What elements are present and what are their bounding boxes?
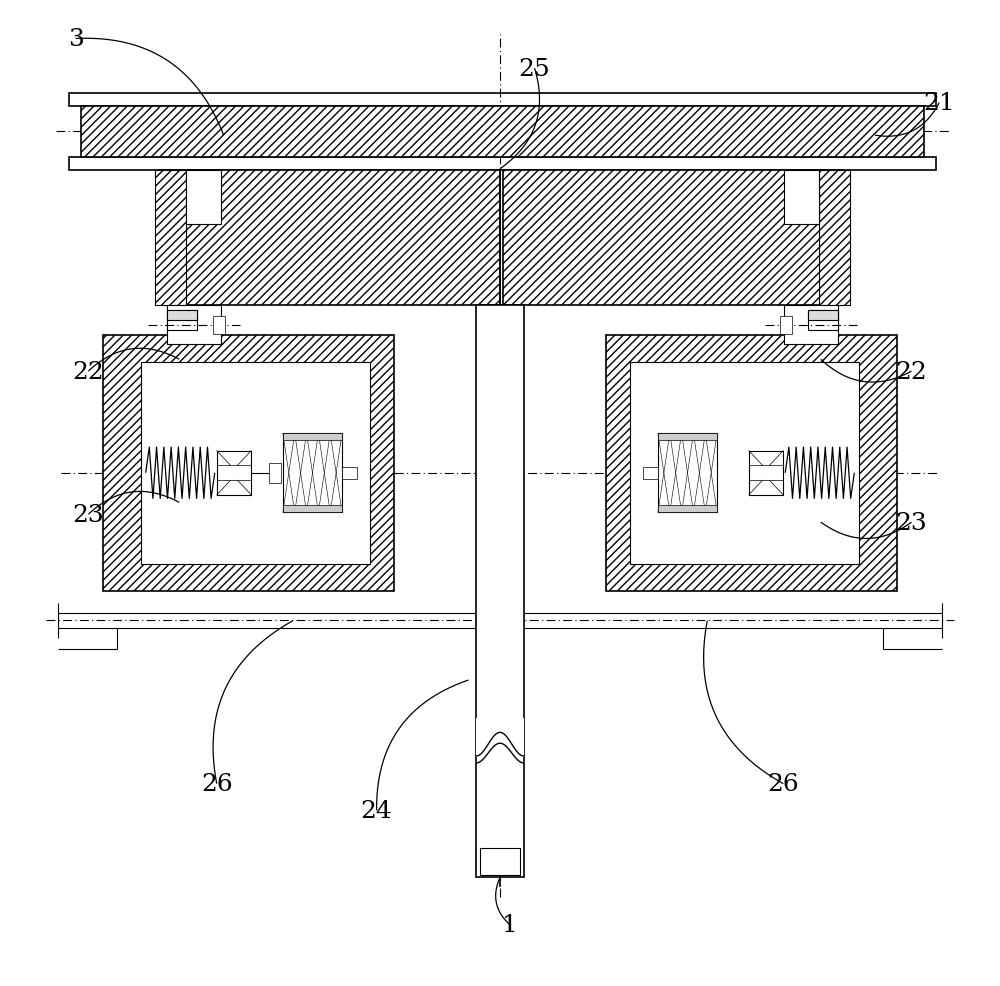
Bar: [213, 317, 225, 334]
Bar: [749, 452, 783, 496]
Bar: [630, 363, 859, 564]
Bar: [167, 311, 197, 320]
Bar: [643, 467, 658, 479]
Bar: [141, 363, 370, 564]
Bar: [155, 171, 186, 306]
Bar: [186, 171, 221, 225]
Bar: [159, 171, 500, 306]
Text: 22: 22: [73, 360, 104, 384]
Bar: [167, 311, 197, 330]
Text: 23: 23: [896, 511, 927, 534]
Text: 26: 26: [767, 772, 799, 796]
Bar: [476, 306, 524, 878]
Text: 26: 26: [201, 772, 233, 796]
Bar: [503, 171, 843, 306]
Bar: [780, 317, 792, 334]
Bar: [658, 434, 717, 441]
Text: 25: 25: [519, 57, 550, 81]
Text: 23: 23: [73, 503, 104, 527]
Bar: [784, 171, 819, 225]
Text: 22: 22: [896, 360, 927, 384]
Bar: [269, 463, 281, 483]
Bar: [658, 506, 717, 513]
Bar: [476, 718, 524, 757]
Bar: [69, 94, 936, 106]
Bar: [283, 506, 342, 513]
Bar: [69, 158, 936, 171]
Bar: [819, 171, 850, 306]
Bar: [81, 106, 924, 158]
Text: 24: 24: [361, 799, 392, 822]
Bar: [784, 306, 838, 345]
Bar: [342, 467, 357, 479]
Text: 3: 3: [68, 28, 84, 51]
Bar: [606, 335, 897, 592]
Bar: [808, 311, 838, 320]
Text: 1: 1: [502, 913, 518, 937]
Bar: [217, 452, 251, 496]
Bar: [283, 434, 342, 513]
Bar: [658, 434, 717, 513]
Bar: [808, 311, 838, 330]
Bar: [103, 335, 394, 592]
Bar: [480, 848, 520, 876]
Text: 21: 21: [923, 92, 955, 115]
Bar: [167, 306, 221, 345]
Bar: [283, 434, 342, 441]
